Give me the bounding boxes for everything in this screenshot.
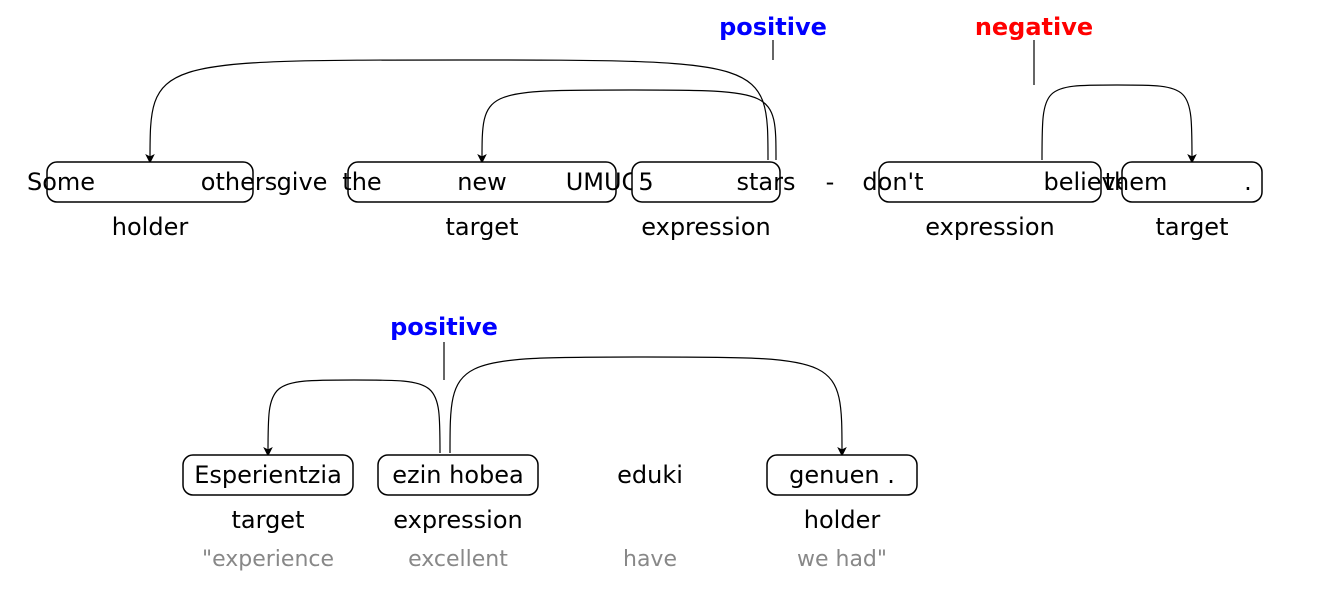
token-word: eduki (617, 461, 683, 489)
dependency-arc (1042, 85, 1192, 160)
role-label: holder (112, 213, 189, 241)
token-word: Some (27, 168, 95, 196)
token-word: UMUC (566, 168, 639, 196)
token-word: others (201, 168, 277, 196)
role-label: expression (925, 213, 1054, 241)
role-label: target (232, 506, 305, 534)
token-word: don't (862, 168, 923, 196)
token-word: genuen . (789, 461, 895, 489)
sentiment-label: positive (390, 313, 498, 341)
token-word: them (1105, 168, 1168, 196)
dependency-diagram: positive negative Some others holder givethe n… (0, 0, 1332, 609)
role-label: target (446, 213, 519, 241)
sentiment-label: negative (975, 13, 1093, 41)
dependency-arc (450, 357, 842, 453)
gloss-word: have (623, 547, 677, 572)
dependency-arc (268, 380, 440, 453)
token-word: 5 (638, 168, 653, 196)
gloss-word: we had" (797, 547, 887, 572)
sentiment-label: positive (719, 13, 827, 41)
token-word: the (342, 168, 381, 196)
role-label: target (1156, 213, 1229, 241)
role-label: holder (804, 506, 881, 534)
token-word: new (457, 168, 507, 196)
token-word: ezin hobea (392, 461, 523, 489)
token-word: stars (737, 168, 796, 196)
token-word: Esperientzia (194, 461, 342, 489)
dependency-arc (150, 60, 768, 160)
token-word: - (826, 168, 835, 196)
role-label: expression (641, 213, 770, 241)
token-word: give (277, 168, 328, 196)
role-label: expression (393, 506, 522, 534)
gloss-word: "experience (202, 547, 334, 572)
gloss-word: excellent (408, 547, 508, 572)
dependency-arc (482, 90, 776, 160)
token-word: . (1244, 168, 1252, 196)
